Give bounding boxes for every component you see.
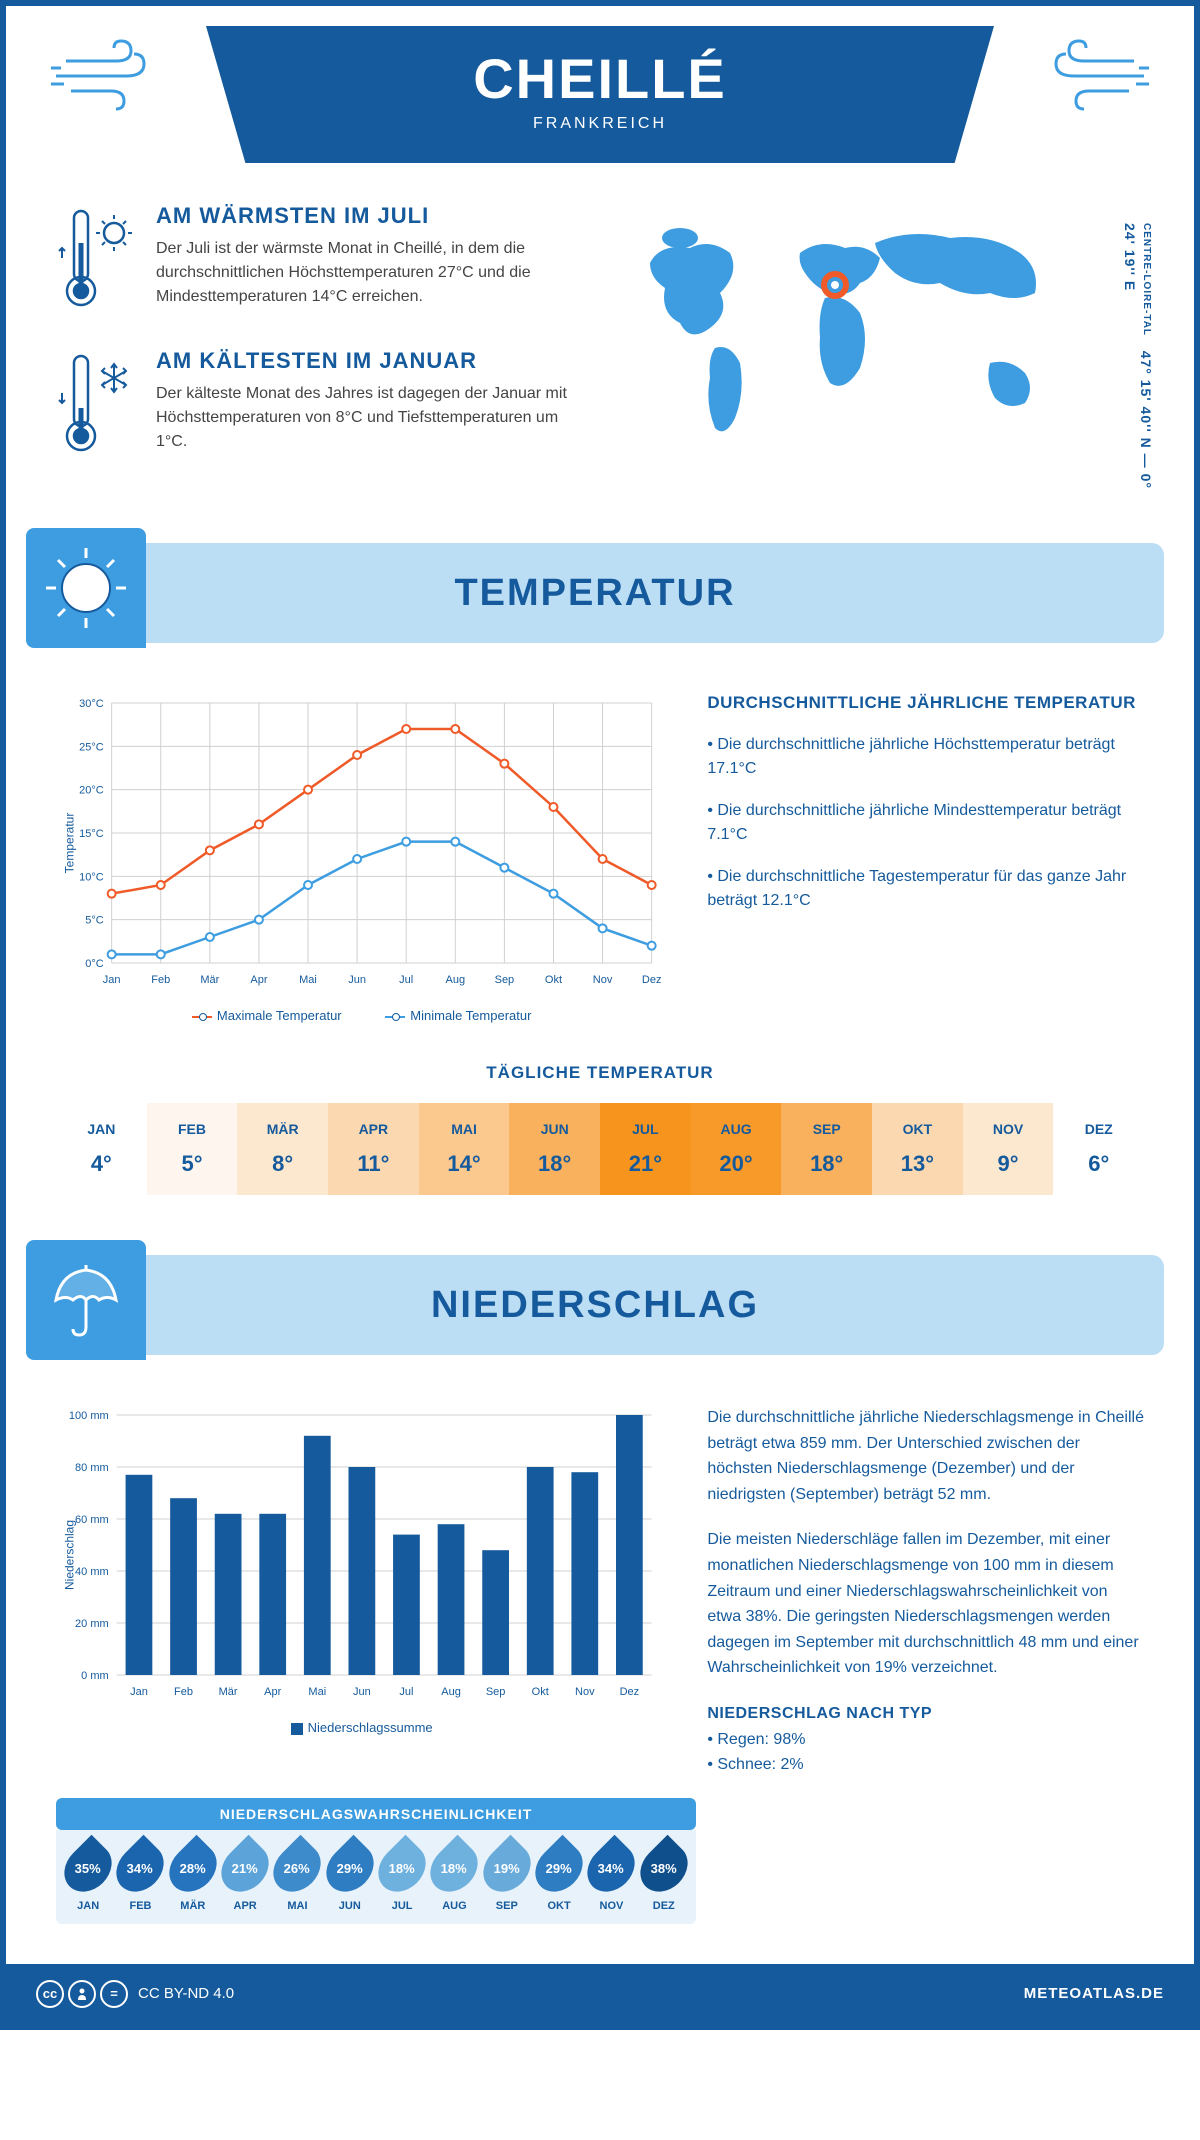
svg-text:Feb: Feb bbox=[151, 974, 170, 986]
svg-text:0 mm: 0 mm bbox=[81, 1670, 109, 1682]
svg-text:Jul: Jul bbox=[399, 974, 413, 986]
svg-text:40 mm: 40 mm bbox=[75, 1566, 109, 1578]
cc-icons: cc = bbox=[36, 1980, 128, 2008]
temp-info-title: DURCHSCHNITTLICHE JÄHRLICHE TEMPERATUR bbox=[707, 693, 1144, 713]
svg-text:Feb: Feb bbox=[174, 1686, 193, 1698]
svg-text:15°C: 15°C bbox=[79, 828, 104, 840]
footer: cc = CC BY-ND 4.0 METEOATLAS.DE bbox=[6, 1964, 1194, 2024]
probability-title: NIEDERSCHLAGSWAHRSCHEINLICHKEIT bbox=[56, 1798, 696, 1830]
svg-text:Apr: Apr bbox=[250, 974, 267, 986]
sun-icon bbox=[26, 528, 146, 648]
warmest-text: Der Juli ist der wärmste Monat in Cheill… bbox=[156, 237, 580, 309]
site-name: METEOATLAS.DE bbox=[1024, 1985, 1164, 2002]
precipitation-section-header: NIEDERSCHLAG bbox=[36, 1255, 1164, 1355]
precip-type-title: NIEDERSCHLAG NACH TYP bbox=[707, 1701, 1144, 1727]
svg-text:10°C: 10°C bbox=[79, 871, 104, 883]
precip-paragraph: Die durchschnittliche jährliche Niedersc… bbox=[707, 1405, 1144, 1507]
svg-text:Okt: Okt bbox=[532, 1686, 549, 1698]
precipitation-title: NIEDERSCHLAG bbox=[146, 1284, 1164, 1327]
world-map bbox=[620, 203, 1144, 468]
wind-icon bbox=[1034, 36, 1154, 121]
svg-text:Okt: Okt bbox=[545, 974, 562, 986]
svg-text:Dez: Dez bbox=[620, 1686, 640, 1698]
daily-temp-title: TÄGLICHE TEMPERATUR bbox=[56, 1063, 1144, 1083]
warmest-fact: AM WÄRMSTEN IM JULI Der Juli ist der wär… bbox=[56, 203, 580, 318]
svg-text:Dez: Dez bbox=[642, 974, 662, 986]
license-text: CC BY-ND 4.0 bbox=[138, 1985, 234, 2002]
wind-icon bbox=[46, 36, 166, 121]
svg-text:25°C: 25°C bbox=[79, 741, 104, 753]
svg-text:30°C: 30°C bbox=[79, 698, 104, 710]
svg-text:Aug: Aug bbox=[441, 1686, 461, 1698]
precip-paragraph: Die meisten Niederschläge fallen im Deze… bbox=[707, 1527, 1144, 1681]
svg-text:20 mm: 20 mm bbox=[75, 1618, 109, 1630]
svg-text:20°C: 20°C bbox=[79, 785, 104, 797]
svg-text:Mär: Mär bbox=[200, 974, 219, 986]
svg-text:Jun: Jun bbox=[348, 974, 366, 986]
precipitation-bar-chart: 0 mm 20 mm 40 mm 60 mm 80 mm 100 mm Niederschl… bbox=[56, 1405, 667, 1778]
svg-text:Temperatur: Temperatur bbox=[63, 813, 77, 874]
coldest-title: AM KÄLTESTEN IM JANUAR bbox=[156, 348, 580, 374]
header-banner: CHEILLÉ FRANKREICH bbox=[206, 26, 994, 163]
svg-text:Jul: Jul bbox=[399, 1686, 413, 1698]
svg-text:Sep: Sep bbox=[495, 974, 515, 986]
probability-grid: 35%JAN34%FEB28%MÄR21%APR26%MAI29%JUN18%J… bbox=[56, 1830, 696, 1924]
svg-text:Mär: Mär bbox=[219, 1686, 238, 1698]
svg-text:Aug: Aug bbox=[446, 974, 466, 986]
svg-text:Niederschlag: Niederschlag bbox=[63, 1520, 77, 1590]
svg-text:Nov: Nov bbox=[575, 1686, 595, 1698]
umbrella-icon bbox=[26, 1240, 146, 1360]
svg-text:80 mm: 80 mm bbox=[75, 1462, 109, 1474]
temperature-line-chart: 0°C 5°C 10°C 15°C 20°C 25°C 30°C Jan Feb Mär Apr Ma… bbox=[56, 693, 667, 1033]
warmest-title: AM WÄRMSTEN IM JULI bbox=[156, 203, 580, 229]
coldest-text: Der kälteste Monat des Jahres ist dagege… bbox=[156, 382, 580, 454]
svg-text:Jun: Jun bbox=[353, 1686, 371, 1698]
svg-text:Mai: Mai bbox=[308, 1686, 326, 1698]
svg-text:Nov: Nov bbox=[593, 974, 613, 986]
precip-type-list: • Regen: 98%• Schnee: 2% bbox=[707, 1727, 1144, 1778]
location-country: FRANKREICH bbox=[206, 115, 994, 133]
location-title: CHEILLÉ bbox=[206, 46, 994, 111]
thermometer-snow-icon bbox=[56, 348, 136, 463]
temp-info-list: Die durchschnittliche jährliche Höchstte… bbox=[707, 733, 1144, 913]
svg-text:Apr: Apr bbox=[264, 1686, 281, 1698]
svg-text:Jan: Jan bbox=[103, 974, 121, 986]
svg-text:0°C: 0°C bbox=[85, 958, 104, 970]
thermometer-sun-icon bbox=[56, 203, 136, 318]
temperature-section-header: TEMPERATUR bbox=[36, 543, 1164, 643]
svg-text:100 mm: 100 mm bbox=[69, 1410, 109, 1422]
svg-text:60 mm: 60 mm bbox=[75, 1514, 109, 1526]
svg-text:Mai: Mai bbox=[299, 974, 317, 986]
temperature-title: TEMPERATUR bbox=[146, 572, 1164, 615]
daily-temp-grid: JAN4°FEB5°MÄR8°APR11°MAI14°JUN18°JUL21°A… bbox=[56, 1103, 1144, 1195]
svg-text:Jan: Jan bbox=[130, 1686, 148, 1698]
svg-text:5°C: 5°C bbox=[85, 915, 104, 927]
coldest-fact: AM KÄLTESTEN IM JANUAR Der kälteste Mona… bbox=[56, 348, 580, 463]
svg-text:Sep: Sep bbox=[486, 1686, 506, 1698]
